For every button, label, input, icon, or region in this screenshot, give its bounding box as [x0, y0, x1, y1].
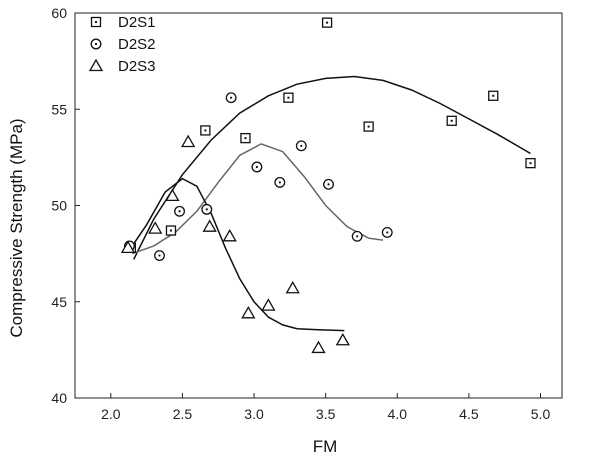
point-d2s3 [311, 340, 326, 354]
point-d2s1 [200, 125, 211, 136]
x-tick-label: 4.5 [459, 406, 479, 422]
marker-dot [255, 165, 259, 169]
x-tick-label: 3.5 [316, 406, 336, 422]
legend-label: D2S1 [118, 14, 156, 31]
x-axis-title: FM [313, 437, 338, 456]
point-d2s1 [240, 132, 251, 144]
triangle-marker [181, 134, 196, 148]
marker-dot [205, 208, 208, 211]
triangle-marker [311, 340, 326, 354]
point-d2s2 [274, 176, 286, 188]
point-d2s3 [285, 280, 300, 294]
point-d2s2 [225, 92, 237, 104]
point-d2s1 [525, 157, 536, 169]
marker-dot [287, 96, 290, 99]
marker-dot [326, 21, 329, 24]
marker-dot [178, 210, 181, 213]
y-axis-title: Compressive Strength (MPa) [7, 118, 26, 337]
y-tick-label: 60 [51, 5, 67, 21]
point-d2s2 [323, 178, 334, 190]
legend-marker [90, 16, 102, 28]
point-d2s1 [488, 90, 499, 101]
triangle-marker [222, 228, 237, 242]
point-d2s1 [321, 17, 333, 28]
legend-marker [88, 58, 104, 72]
y-tick-label: 50 [51, 198, 67, 214]
triangle-marker [120, 240, 136, 254]
triangle-marker [335, 332, 350, 346]
legend-item-d2s3: D2S3 [88, 58, 156, 75]
triangle-marker [261, 298, 276, 311]
triangle-marker [88, 58, 104, 72]
legend: D2S1 D2S2 D2S3 [88, 14, 156, 75]
point-d2s2 [351, 230, 363, 242]
marker-dot [169, 229, 172, 232]
legend-item-d2s2: D2S2 [90, 36, 156, 53]
marker-dot [244, 137, 247, 140]
fit-line-d2s1 [133, 75, 531, 260]
point-d2s2 [174, 205, 186, 217]
marker-dot [386, 231, 389, 234]
point-d2s2 [201, 203, 213, 215]
triangle-marker [285, 280, 300, 294]
point-d2s1 [283, 92, 294, 103]
fit-curves [130, 75, 531, 332]
point-d2s3 [335, 332, 350, 346]
y-tick-label: 40 [51, 390, 67, 406]
point-d2s2 [154, 250, 165, 262]
marker-dot [356, 235, 359, 238]
marker-dot [327, 183, 330, 186]
triangle-marker [165, 188, 180, 202]
point-d2s3 [120, 240, 136, 254]
point-d2s2 [251, 161, 263, 173]
marker-dot [94, 42, 98, 46]
point-d2s1 [363, 121, 374, 132]
triangle-marker [148, 221, 163, 234]
legend-label: D2S3 [118, 58, 156, 75]
marker-dot [95, 21, 97, 23]
axes: 2.0 2.5 3.0 3.5 4.0 4.5 5.0 40 45 50 55 60 [51, 5, 563, 422]
marker-dot [450, 119, 453, 122]
data-points [120, 17, 536, 354]
legend-item-d2s1: D2S1 [90, 14, 156, 31]
point-d2s2 [295, 140, 307, 152]
x-tick-label: 2.5 [173, 406, 193, 422]
x-tick-label: 5.0 [531, 406, 551, 422]
marker-dot [492, 94, 495, 97]
point-d2s1 [446, 115, 457, 126]
point-d2s3 [181, 134, 196, 148]
legend-label: D2S2 [118, 36, 156, 53]
y-tick-label: 45 [51, 294, 67, 310]
point-d2s1 [165, 225, 177, 236]
marker-dot [529, 162, 532, 165]
point-d2s3 [261, 298, 276, 311]
triangle-marker [202, 219, 217, 232]
x-tick-label: 4.0 [388, 406, 408, 422]
marker-dot [204, 129, 207, 132]
x-tick-label: 3.0 [244, 406, 264, 422]
marker-dot [230, 96, 233, 99]
point-d2s3 [202, 219, 217, 232]
point-d2s3 [222, 228, 237, 242]
marker-dot [367, 125, 370, 128]
marker-dot [278, 181, 281, 184]
x-tick-label: 2.0 [101, 406, 121, 422]
fit-line-d2s3 [130, 177, 345, 332]
marker-dot [158, 254, 161, 257]
y-tick-label: 55 [51, 101, 67, 117]
point-d2s3 [165, 188, 180, 202]
point-d2s3 [148, 221, 163, 234]
legend-marker [90, 38, 102, 50]
point-d2s2 [381, 226, 393, 238]
triangle-marker [241, 305, 256, 319]
point-d2s3 [241, 305, 256, 319]
marker-dot [300, 144, 303, 147]
